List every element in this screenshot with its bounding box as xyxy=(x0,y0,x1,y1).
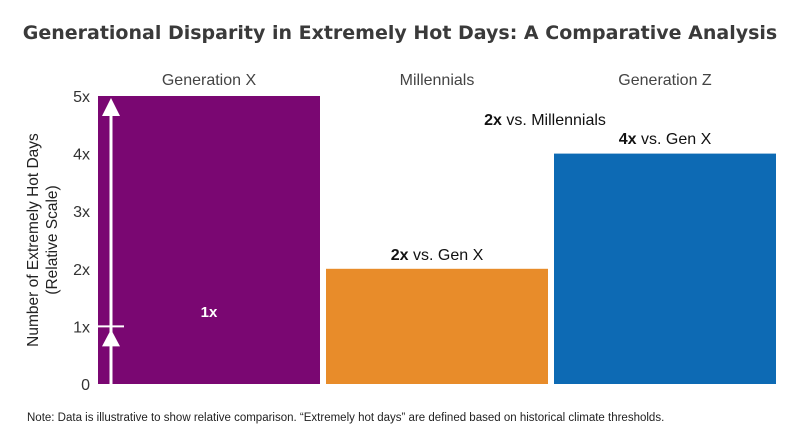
category-label: Generation X xyxy=(162,72,257,89)
y-tick-label: 1x xyxy=(73,319,90,336)
y-tick-label: 2x xyxy=(73,262,90,279)
arrow-head-top xyxy=(102,98,120,116)
bar-value-comparison: vs. Millennials xyxy=(502,112,606,129)
bar-value-label: 2x vs. Gen X xyxy=(391,247,484,264)
arrow-head-lower xyxy=(102,329,120,347)
footnote: Note: Data is illustrative to show relat… xyxy=(27,412,665,424)
bar-value-label: 4x vs. Gen X xyxy=(619,131,712,148)
y-tick-label: 5x xyxy=(73,89,90,106)
y-tick-label: 4x xyxy=(73,147,90,164)
bar-value-label: 1x xyxy=(201,304,218,321)
y-axis-title-line: Number of Extremely Hot Days xyxy=(25,133,42,347)
bar-value-label: 2x vs. Millennials xyxy=(484,112,606,129)
chart-title: Generational Disparity in Extremely Hot … xyxy=(22,22,778,44)
bar-value-multiplier: 1x xyxy=(201,304,218,321)
bar-value-multiplier: 4x xyxy=(619,131,637,148)
bar-value-multiplier: 2x xyxy=(391,247,409,264)
bar-millennials xyxy=(326,268,548,384)
bar-value-comparison: vs. Gen X xyxy=(409,247,484,264)
category-label: Millennials xyxy=(400,72,475,89)
bar-value-multiplier: 2x xyxy=(484,112,502,129)
y-axis-title-line: (Relative Scale) xyxy=(44,185,61,294)
bar-value-comparison: vs. Gen X xyxy=(637,131,712,148)
bar-generation-x xyxy=(98,96,320,384)
y-tick-label: 0 xyxy=(81,377,90,394)
category-label: Generation Z xyxy=(618,72,712,89)
y-axis-title: Number of Extremely Hot Days (Relative Sc… xyxy=(25,133,61,347)
y-tick-label: 3x xyxy=(73,204,90,221)
bar-generation-z xyxy=(554,153,776,384)
